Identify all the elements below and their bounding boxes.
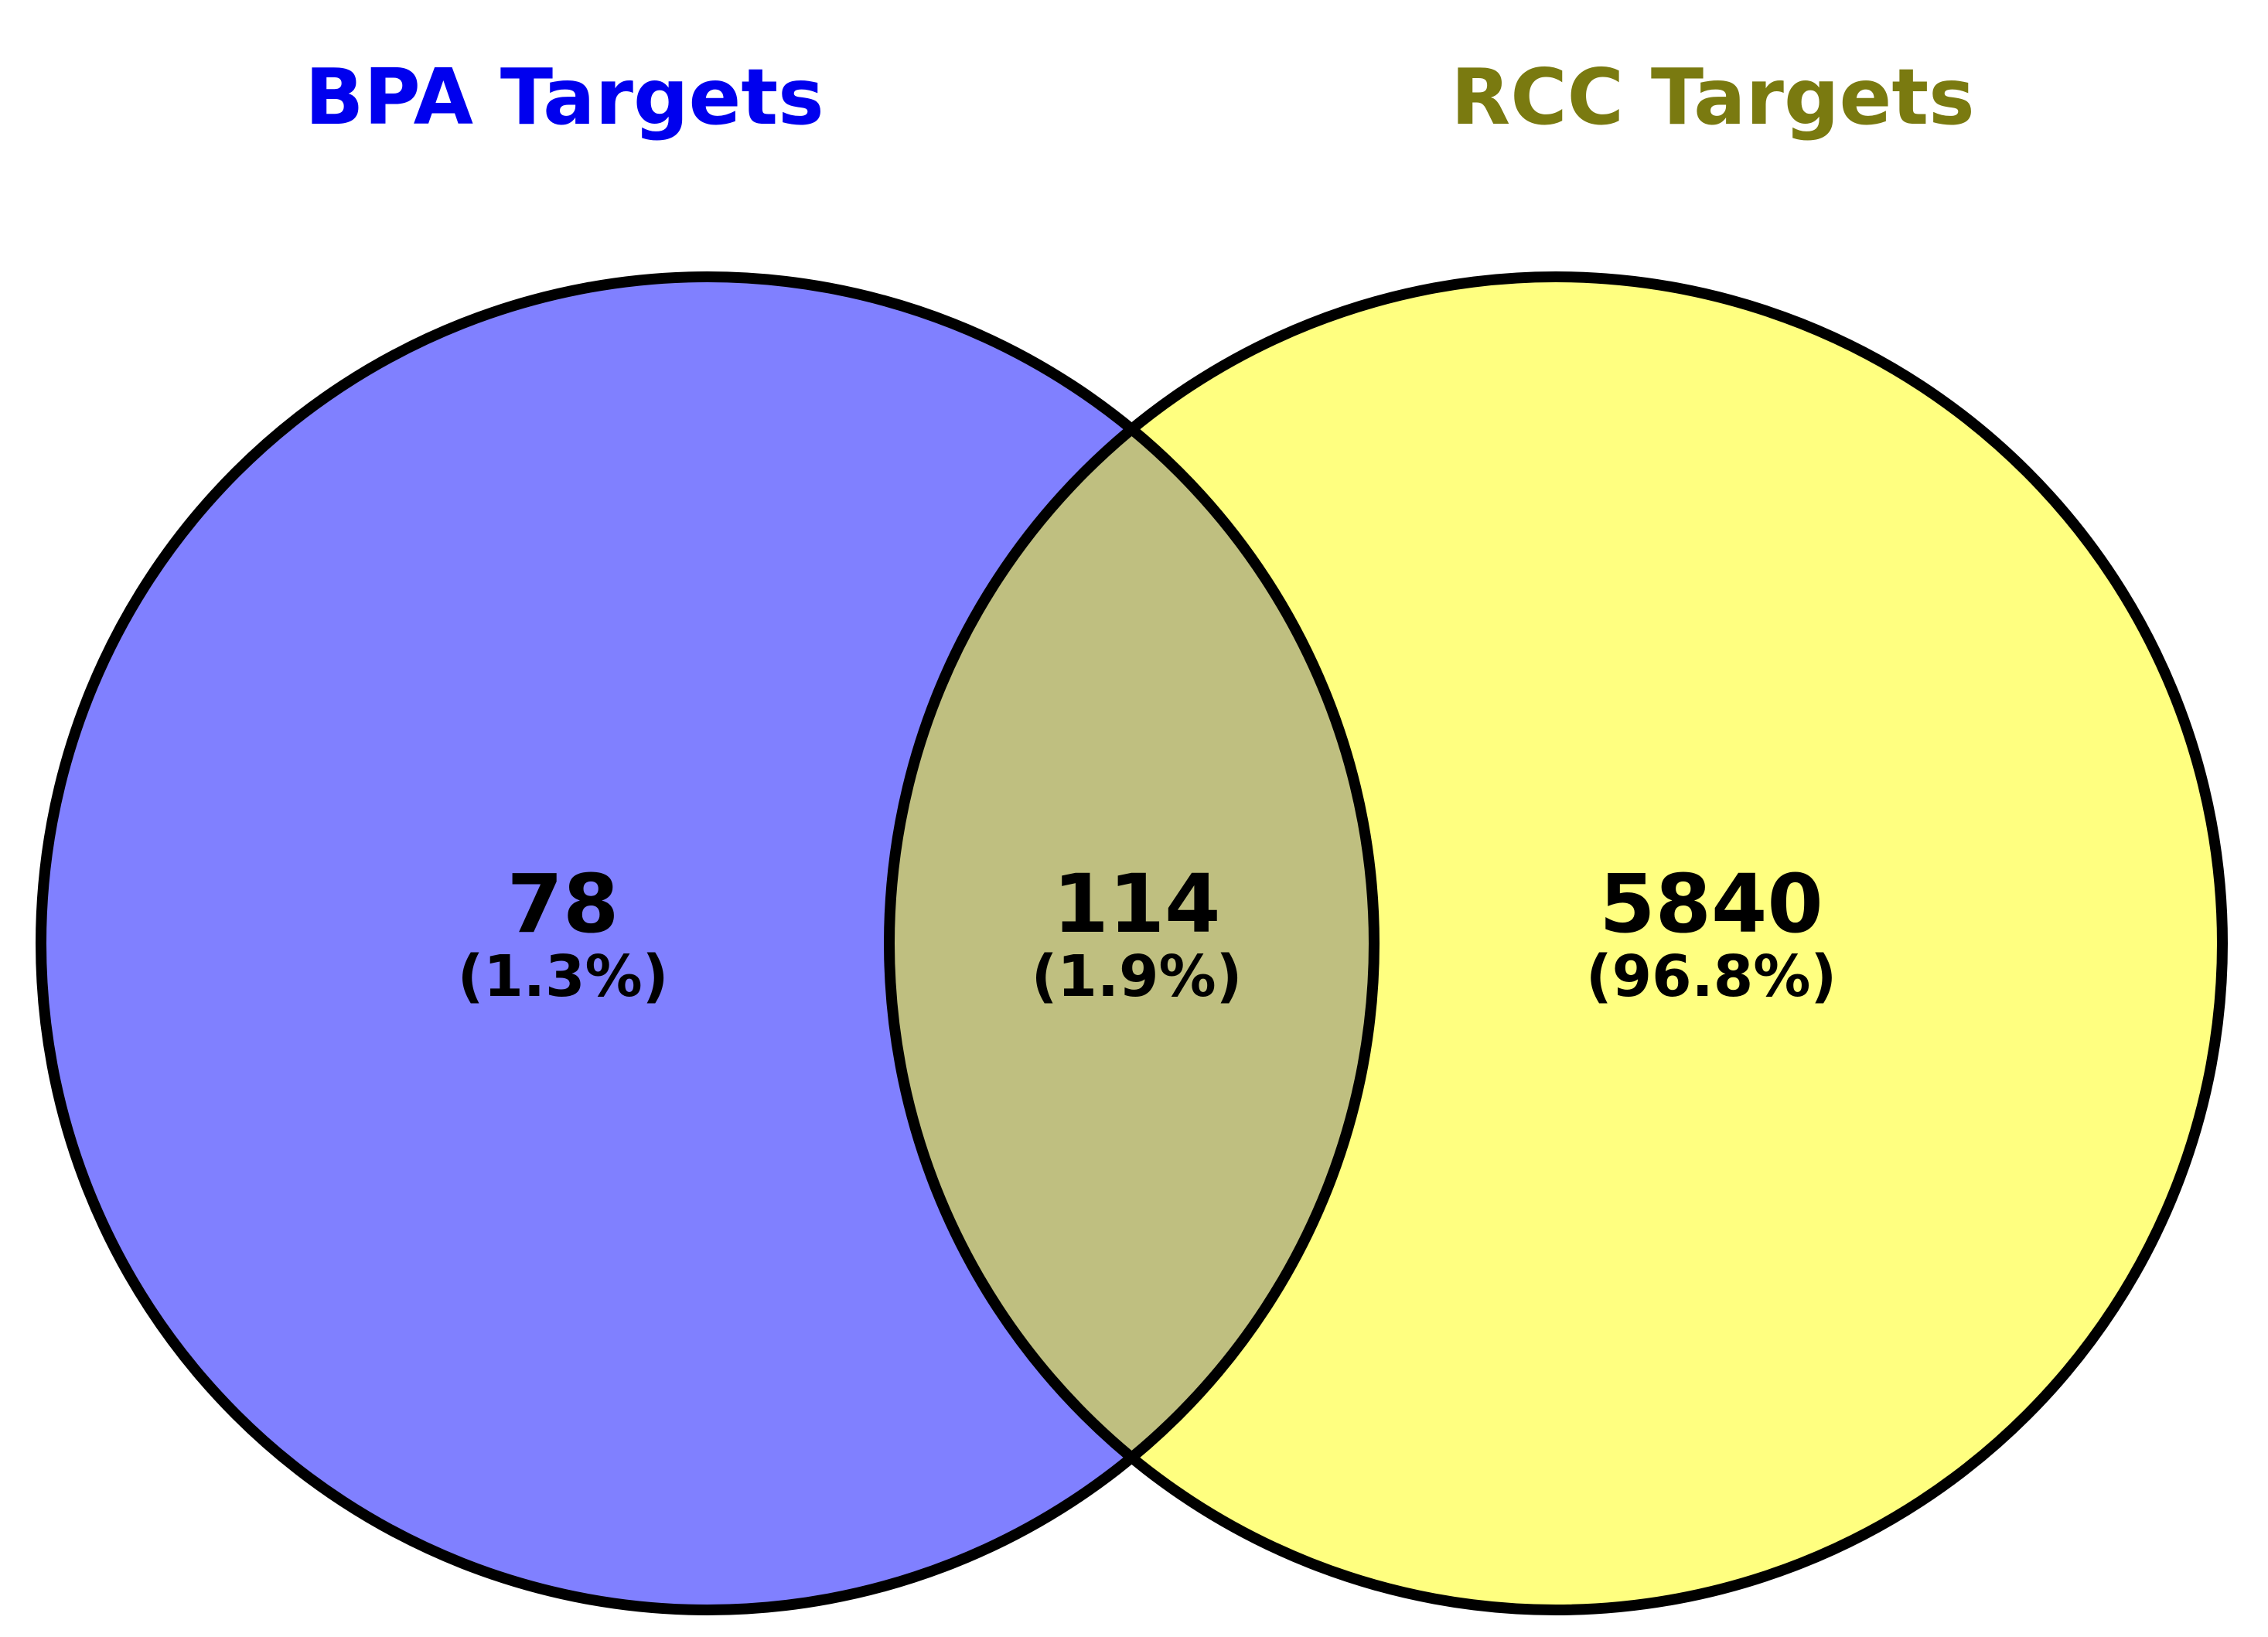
intersection-region: [889, 277, 1374, 1610]
rcc-targets-outline: [884, 271, 2228, 1615]
intersection-count: 114: [1052, 857, 1220, 951]
rcc-targets-title: RCC Targets: [1451, 52, 1974, 142]
intersection-percent: (1.9%): [1032, 943, 1243, 1010]
bpa-targets-outline: [36, 271, 1380, 1615]
left-only-percent: (1.3%): [458, 943, 669, 1010]
right-only-count: 5840: [1599, 857, 1823, 951]
bpa-targets-title: BPA Targets: [305, 52, 824, 142]
right-only-percent: (96.8%): [1586, 943, 1837, 1010]
left-only-count: 78: [507, 857, 619, 951]
